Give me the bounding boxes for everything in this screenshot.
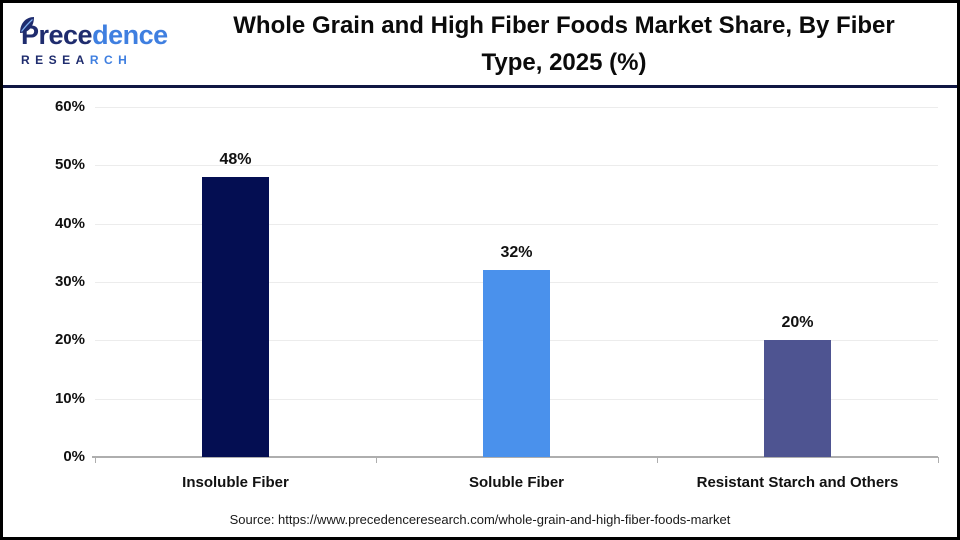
logo-brand-text: Precedence — [20, 16, 193, 50]
category-label: Soluble Fiber — [468, 474, 564, 491]
y-gridline-60 — [95, 107, 938, 108]
category-label: Insoluble Fiber — [182, 474, 289, 491]
header: Precedence RESEARCH Whole Grain and High… — [3, 3, 957, 85]
bar-value-label: 32% — [500, 244, 533, 262]
logo-subtitle: RESEARCH — [21, 53, 193, 67]
x-axis-tick-3 — [938, 457, 939, 463]
y-tick-label-50: 50% — [54, 156, 85, 174]
bar-value-label: 20% — [781, 314, 814, 332]
bar-chart: 0% 10% 20% 30% 40% 50% 60% 48% Insoluble Fiber 32… — [3, 88, 957, 537]
bar-insoluble-fiber — [202, 177, 269, 457]
y-tick-label-60: 60% — [54, 98, 85, 115]
leaf-icon — [19, 12, 35, 39]
logo-brand-part1: Prece — [21, 19, 93, 50]
y-tick-label-10: 10% — [54, 389, 85, 407]
x-axis-tick-0 — [95, 457, 96, 463]
logo-subtitle-part2: RCH — [89, 52, 133, 67]
y-tick-label-0: 0% — [63, 448, 85, 465]
x-axis-baseline — [92, 456, 938, 458]
bar-value-label: 48% — [219, 151, 252, 168]
bar-soluble-fiber — [483, 270, 550, 457]
y-gridline-50 — [95, 165, 938, 167]
category-label: Resistant Starch and Others — [696, 474, 899, 491]
chart-title-text: Whole Grain and High Fiber Foods Market … — [233, 11, 895, 76]
plot-area: 0% 10% 20% 30% 40% 50% 60% 48% Insoluble Fiber 32… — [55, 98, 939, 491]
logo-subtitle-part1: RESEA — [21, 52, 90, 67]
x-axis-tick-2 — [657, 457, 658, 463]
y-tick-label-30: 30% — [54, 273, 85, 290]
logo-brand-part2: dence — [92, 19, 168, 50]
source-text: Source: https://www.precedenceresearch.c… — [229, 512, 731, 527]
precedence-research-logo: Precedence RESEARCH — [3, 16, 193, 67]
y-tick-label-20: 20% — [54, 331, 85, 349]
x-axis-tick-1 — [376, 457, 377, 463]
chart-title: Whole Grain and High Fiber Foods Market … — [193, 7, 957, 81]
y-gridline-40 — [95, 223, 938, 225]
bar-resistant-starch-and-others — [764, 340, 831, 457]
header-divider — [3, 85, 957, 88]
y-tick-label-40: 40% — [54, 214, 85, 232]
